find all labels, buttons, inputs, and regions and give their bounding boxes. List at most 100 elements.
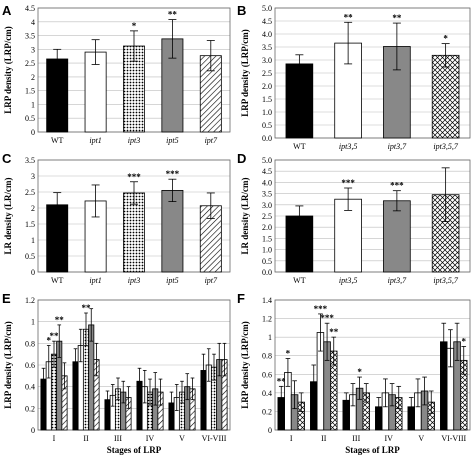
y-tick-label: 1.4 (262, 296, 272, 305)
x-axis-label: Stages of LRP (107, 445, 162, 455)
y-axis-label: LR density (LR/cm) (3, 178, 13, 255)
significance-stars: ** (168, 10, 178, 20)
x-tick-label: ipt3 (128, 276, 140, 285)
x-tick-label: VI-VIII (202, 434, 227, 443)
x-tick-label: WT (51, 136, 64, 145)
x-tick-label: III (352, 434, 360, 443)
chart-panel-a: 0 0.5 1 1.5 2 2.5 3 3.5 4 4.5 LRP density (LRP/cm)… (3, 4, 231, 145)
y-axis-label: LR density (LR/cm) (240, 178, 250, 255)
x-tick-label: II (321, 434, 327, 443)
y-tick-label: 4.0 (262, 178, 272, 187)
y-tick-label: 0.2 (25, 404, 35, 413)
x-tick-label: WT (293, 276, 306, 285)
y-tick-label: 4 (31, 18, 35, 27)
y-tick-label: 0.8 (262, 352, 272, 361)
y-tick-label: 4.0 (262, 30, 272, 39)
x-tick-label: ipt3,5 (339, 142, 357, 151)
x-tick-label: ipt5 (166, 136, 178, 145)
y-tick-label: 2.5 (25, 59, 35, 68)
x-axis-label: Stages of LRP (345, 445, 400, 455)
significance-stars: ** (82, 303, 92, 313)
x-tick-label: WT (51, 276, 64, 285)
y-tick-label: 0.0 (262, 134, 272, 143)
y-tick-label: 0.2 (262, 407, 272, 416)
significance-stars: ** (50, 331, 60, 341)
y-tick-label: 1 (31, 100, 35, 109)
x-tick-label: ipt3,5 (339, 276, 357, 285)
bar-ipt3-ipt3 (123, 192, 145, 273)
x-tick-label: ipt3,5,7 (433, 276, 458, 285)
plot-frame (274, 159, 471, 273)
bar-ipt3-5-7-ipt3-5-7 (431, 54, 460, 139)
x-tick-label: IV (385, 434, 394, 443)
y-tick-label: 2.5 (262, 69, 272, 78)
significance-stars: * (132, 21, 137, 31)
panel-letter-f: F (237, 291, 245, 306)
y-tick-label: 1 (31, 236, 35, 245)
significance-stars: ** (344, 12, 354, 22)
significance-stars: *** (341, 178, 355, 188)
x-tick-label: ipt3,7 (388, 276, 407, 285)
bar-ipt3-5-ipt3-5 (334, 198, 362, 273)
bar-wt-wt (285, 63, 314, 139)
x-tick-label: ipt3,7 (388, 142, 407, 151)
y-tick-label: 0.5 (262, 257, 272, 266)
y-tick-label: 3.5 (25, 32, 35, 41)
y-tick-label: 2.0 (262, 82, 272, 91)
y-tick-label: 1.2 (262, 315, 272, 324)
bar-ipt5-ipt5 (161, 189, 184, 273)
chart-panel-b: 0.0 0.5 1.0 1.5 2.0 2.5 3.0 3.5 4.0 4.5 5.0 LRP den… (240, 4, 471, 151)
x-tick-label: ipt1 (89, 136, 101, 145)
y-tick-label: 0.4 (25, 383, 35, 392)
y-tick-label: 0.6 (262, 370, 272, 379)
significance-stars: * (357, 367, 362, 377)
y-tick-label: 2.5 (262, 212, 272, 221)
x-tick-label: ipt1 (89, 276, 101, 285)
panel-letter-e: E (2, 291, 11, 306)
y-tick-label: 3 (31, 45, 35, 54)
chart-panel-d: 0.0 0.5 1.0 1.5 2.0 2.5 3.0 3.5 4.0 4.5 5.0 LR dens… (240, 156, 471, 285)
y-tick-label: 2.5 (25, 188, 35, 197)
chart-panel-c: 0 0.5 1 1.5 2 2.5 3 3.5 LR density (LR/cm) WT ipt1… (3, 156, 231, 285)
y-tick-label: 0.6 (25, 361, 35, 370)
y-tick-label: 3.5 (25, 156, 35, 165)
plot-frame (274, 299, 471, 431)
y-tick-label: 1 (268, 333, 272, 342)
plot-frame (37, 299, 231, 431)
significance-stars: * (286, 349, 291, 359)
y-tick-label: 2 (31, 204, 35, 213)
significance-stars: ** (277, 376, 287, 386)
y-tick-label: 0 (268, 426, 272, 435)
y-tick-label: 5.0 (262, 4, 272, 13)
y-tick-label: 2.0 (262, 223, 272, 232)
y-tick-label: 0.5 (25, 252, 35, 261)
y-tick-label: 0.5 (25, 114, 35, 123)
y-tick-label: 2 (31, 73, 35, 82)
x-tick-label: VI-VIII (441, 434, 466, 443)
y-tick-label: 4.5 (262, 167, 272, 176)
x-tick-label: WT (293, 142, 306, 151)
y-tick-label: 1.5 (262, 95, 272, 104)
significance-stars: *** (166, 169, 180, 179)
x-tick-label: II (83, 434, 89, 443)
x-tick-label: III (114, 434, 122, 443)
y-axis-label: LRP density (LRP/cm) (240, 321, 250, 409)
significance-stars: *** (320, 313, 334, 323)
bar-ipt3-7-ipt3-7 (383, 200, 411, 273)
y-tick-label: 4.5 (262, 17, 272, 26)
x-tick-label: V (418, 434, 424, 443)
y-tick-label: 0.0 (262, 268, 272, 277)
y-tick-label: 1 (31, 318, 35, 327)
y-axis-label: LRP density (LRP/cm) (3, 321, 13, 409)
x-tick-label: IV (146, 434, 155, 443)
y-tick-label: 3.5 (262, 43, 272, 52)
y-tick-label: 1.0 (262, 108, 272, 117)
y-tick-label: 0.4 (262, 389, 272, 398)
x-tick-label: I (53, 434, 56, 443)
y-tick-label: 3.0 (262, 56, 272, 65)
y-tick-label: 3 (31, 172, 35, 181)
x-tick-label: I (290, 434, 293, 443)
significance-stars: * (461, 336, 466, 346)
